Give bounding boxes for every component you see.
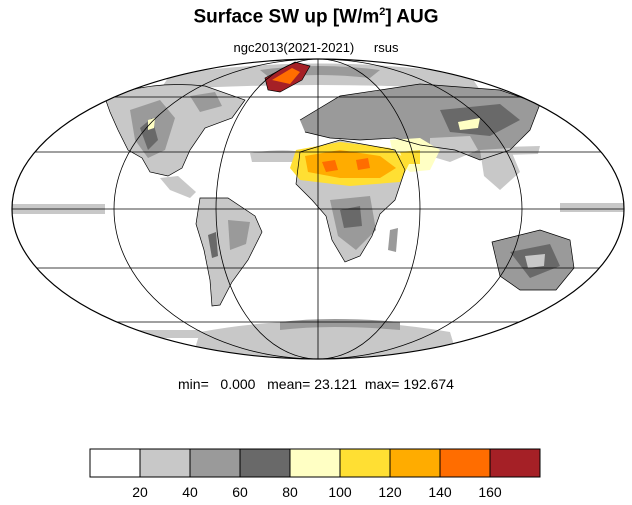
statistics-line: min= 0.000 mean= 23.121 max= 192.674: [0, 376, 632, 392]
greenland-inner: [272, 68, 300, 84]
mean-value: 23.121: [314, 376, 358, 392]
india-tibet: [430, 136, 478, 162]
colorbar-tick-label: 60: [232, 484, 248, 500]
plot-title: Surface SW up [W/m2] AUG: [0, 6, 632, 28]
sa-andes: [208, 232, 218, 258]
min-label: min=: [178, 376, 209, 392]
colorbar-box: [239, 448, 291, 478]
meridian-120: [113, 59, 523, 359]
central-america: [160, 176, 196, 198]
colorbar-tick-label: 140: [428, 484, 452, 500]
coastlines: [104, 61, 575, 307]
colorbar-tick-label: 160: [478, 484, 502, 500]
colorbar-box: [189, 448, 241, 478]
asia-yellow: [458, 118, 480, 130]
coast-greenland: [264, 61, 311, 93]
coast-australia: [491, 229, 575, 291]
colorbar-labels: 20 40 60 80 100 120 140 160: [132, 484, 502, 500]
colorbar-box: [289, 448, 341, 478]
title-text: Surface SW up [W/m: [193, 6, 380, 28]
subtitle-experiment: ngc2013(2021-2021): [233, 40, 355, 55]
colorbar-box: [89, 448, 141, 478]
sa-mid: [228, 220, 250, 250]
max-value: 192.674: [403, 376, 454, 392]
plot-subtitle: ngc2013(2021-2021) rsus: [0, 40, 632, 55]
pacific-band-right: [560, 203, 624, 212]
colorbar-tick-label: 120: [378, 484, 402, 500]
subtitle-variable: rsus: [373, 40, 399, 55]
min-value: 0.000: [220, 376, 256, 392]
coast-eurasia: [299, 83, 541, 161]
title-tail: ] AUG: [385, 6, 439, 28]
globe-outline: [11, 58, 625, 360]
atlantic-band: [250, 150, 300, 162]
title-superscript: 2: [379, 6, 386, 18]
colorbar-tick-label: 80: [282, 484, 298, 500]
africa-dark: [340, 206, 362, 228]
australia-light: [525, 254, 545, 268]
colorbar-box: [439, 448, 491, 478]
sahara-core-1: [322, 160, 338, 172]
meridian-60: [215, 59, 421, 359]
eurasia: [300, 84, 540, 160]
colorbar-boxes: [89, 448, 541, 478]
colorbar-box: [389, 448, 441, 478]
colorbar-box: [339, 448, 391, 478]
colorbar-tick-label: 100: [328, 484, 352, 500]
colorbar-tick-label: 40: [182, 484, 198, 500]
colorbar-box: [489, 448, 541, 478]
colorbar-tick-label: 20: [132, 484, 148, 500]
max-label: max=: [364, 376, 400, 392]
madagascar: [388, 228, 398, 252]
sahara-core-2: [356, 158, 370, 170]
colorbar-box: [139, 448, 191, 478]
mean-label: mean=: [267, 376, 311, 392]
coast-africa: [295, 139, 406, 263]
coast-south-america: [195, 197, 263, 307]
